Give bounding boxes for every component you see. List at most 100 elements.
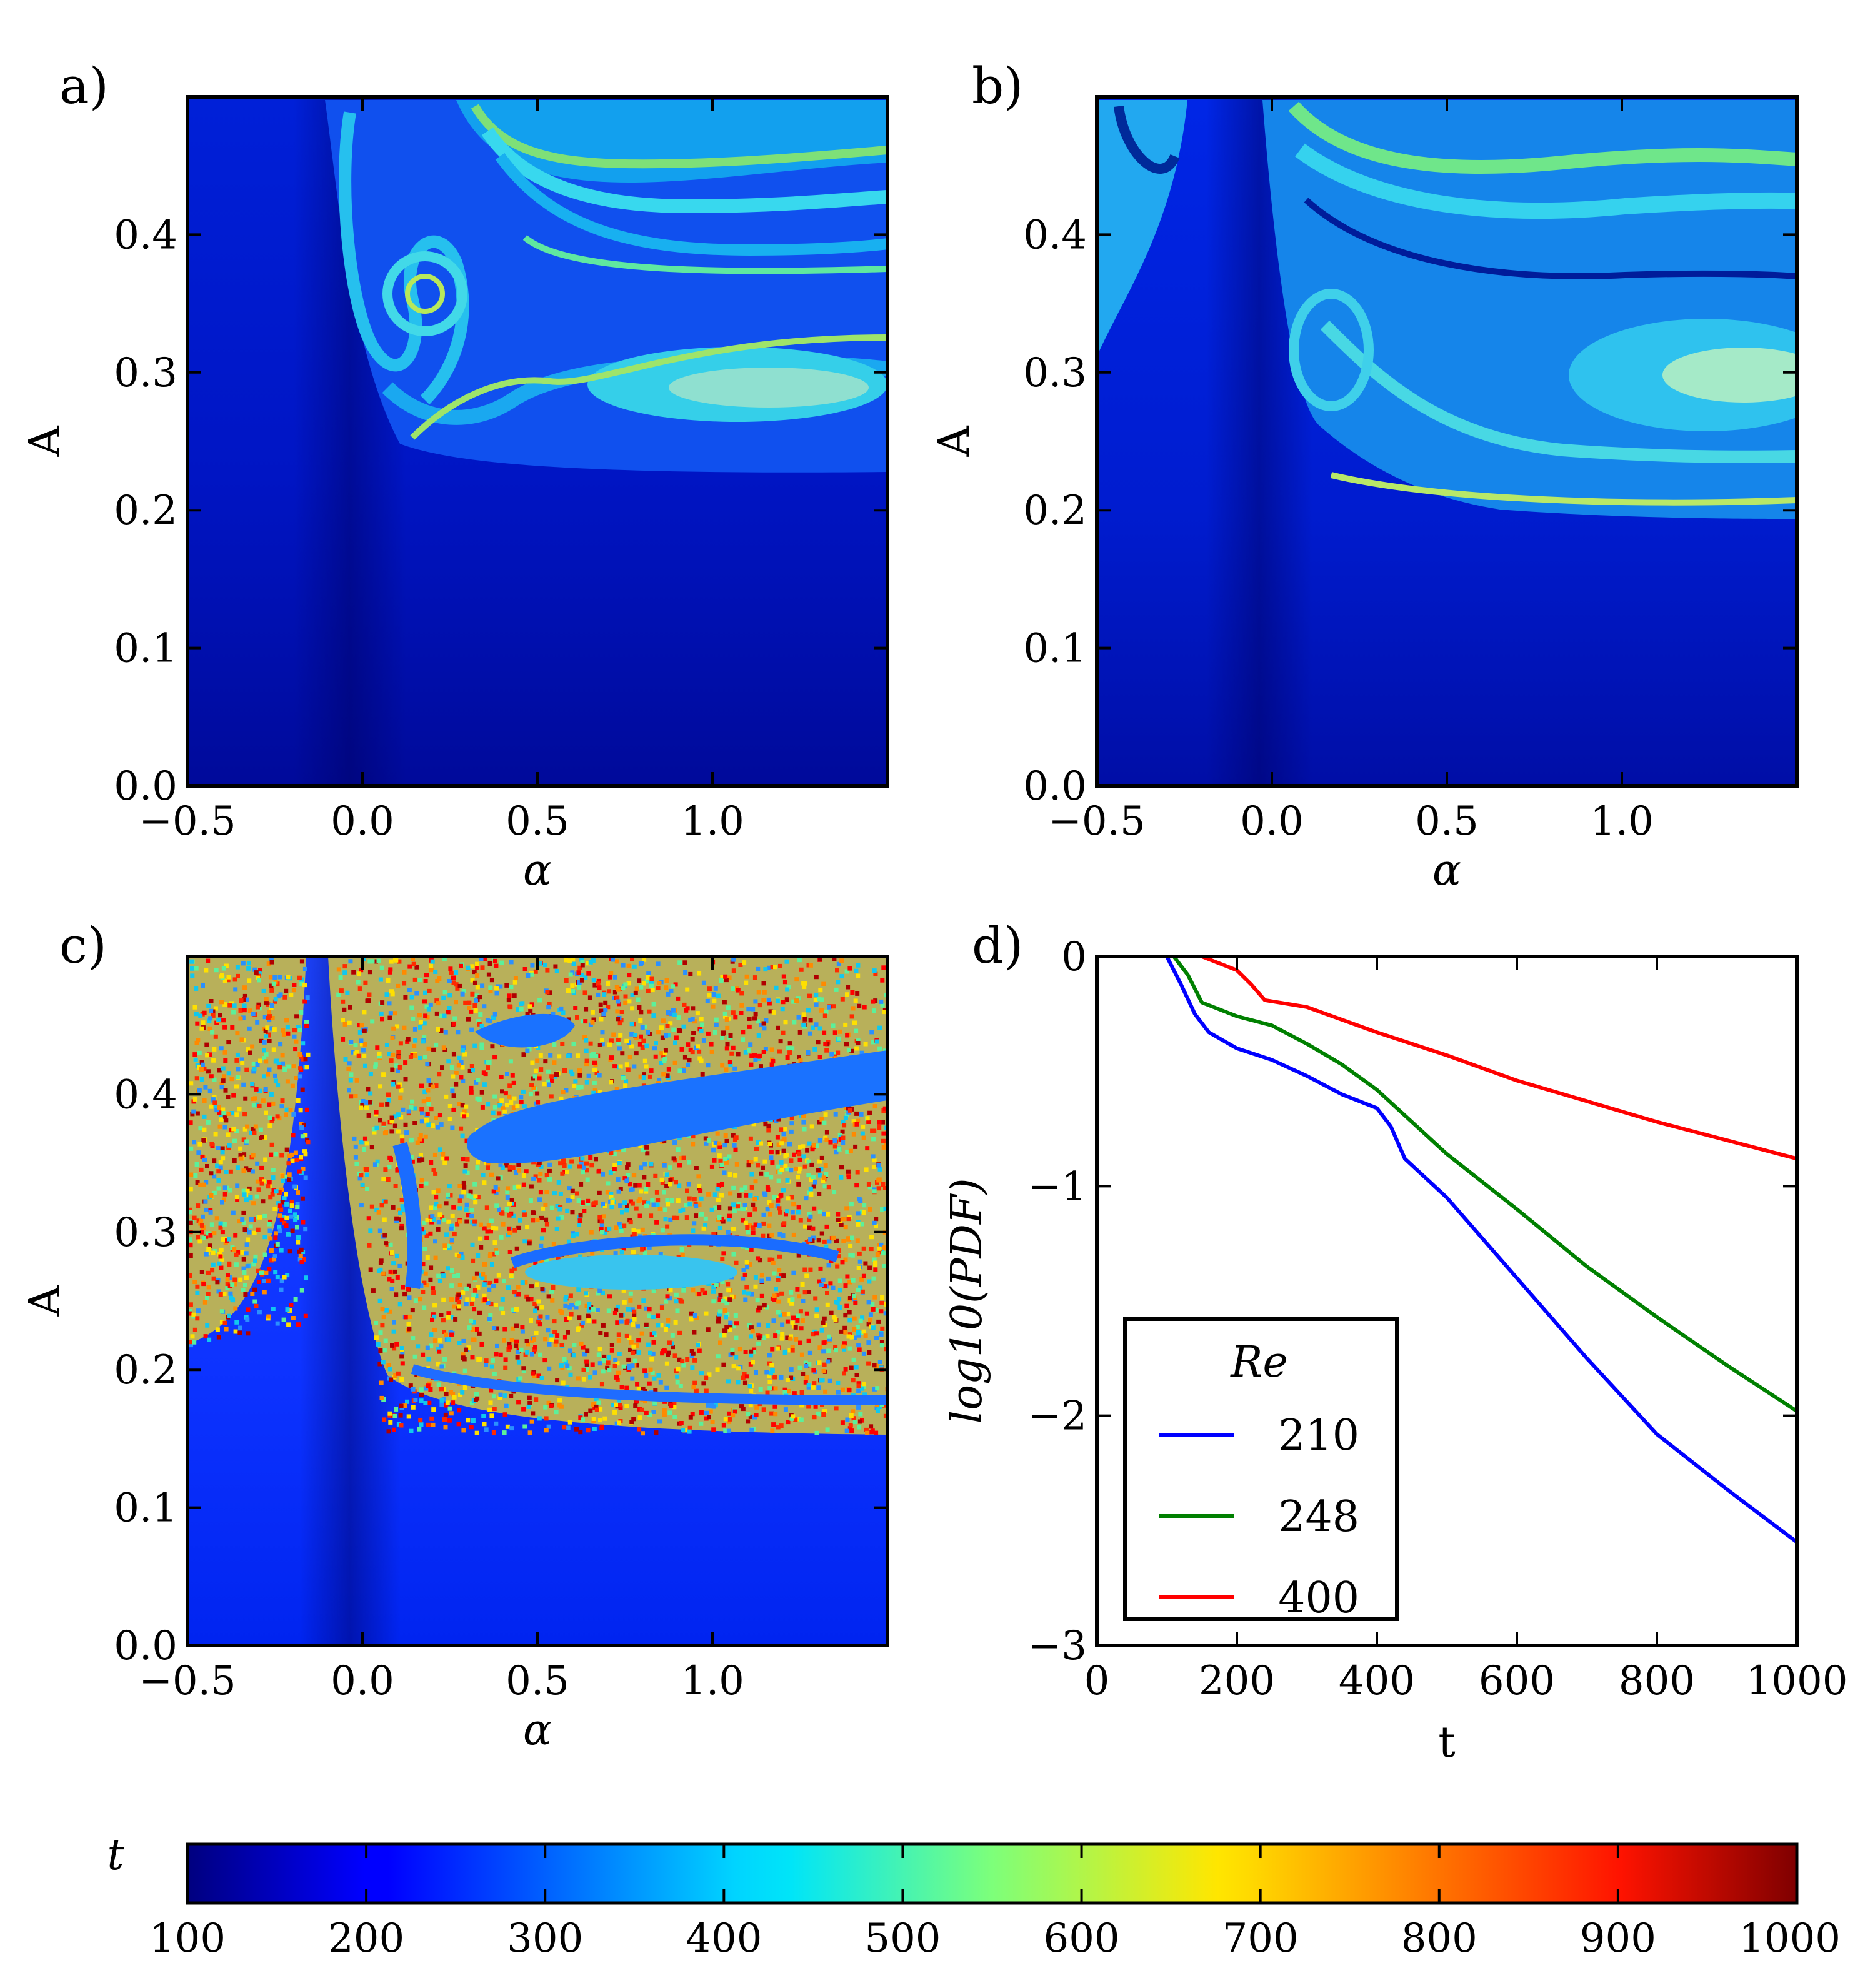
noise-cell <box>245 1124 250 1129</box>
noise-cell <box>381 1360 386 1365</box>
noise-cell <box>253 1254 258 1259</box>
noise-cell <box>204 1234 209 1239</box>
noise-cell <box>671 1008 676 1013</box>
noise-cell <box>775 1346 780 1351</box>
noise-cell <box>267 1010 271 1015</box>
noise-cell <box>752 1197 758 1202</box>
noise-cell <box>446 1243 451 1248</box>
noise-cell <box>449 1411 454 1416</box>
noise-cell <box>241 1288 246 1292</box>
noise-cell <box>234 1262 239 1267</box>
noise-cell <box>732 1208 737 1213</box>
noise-cell <box>306 1140 311 1145</box>
noise-cell <box>460 1103 465 1108</box>
noise-cell <box>552 1330 558 1334</box>
noise-cell <box>759 1278 764 1283</box>
noise-cell <box>859 1277 864 1282</box>
noise-cell <box>733 1313 738 1318</box>
noise-cell <box>398 1210 402 1215</box>
noise-cell <box>452 1232 457 1237</box>
noise-cell <box>216 1289 221 1294</box>
noise-cell <box>843 1283 848 1288</box>
noise-cell <box>195 1021 200 1026</box>
noise-cell <box>606 1005 611 1010</box>
noise-cell <box>681 1024 686 1029</box>
noise-cell <box>292 1184 298 1189</box>
noise-cell <box>786 1046 791 1051</box>
noise-cell <box>742 1203 748 1208</box>
noise-cell <box>697 1183 702 1188</box>
noise-cell <box>197 1065 202 1070</box>
noise-cell <box>575 1191 579 1196</box>
noise-cell <box>222 1050 228 1055</box>
noise-cell <box>756 966 761 971</box>
noise-cell <box>723 974 728 979</box>
noise-cell <box>802 1290 808 1295</box>
noise-cell <box>855 991 860 996</box>
noise-cell <box>723 1428 728 1433</box>
noise-cell <box>471 1320 476 1325</box>
noise-cell <box>454 970 459 975</box>
noise-cell <box>819 997 824 1002</box>
noise-cell <box>428 1277 433 1282</box>
noise-cell <box>767 1233 772 1238</box>
noise-cell <box>202 1010 207 1015</box>
noise-cell <box>828 1140 833 1145</box>
noise-cell <box>349 1094 354 1099</box>
noise-cell <box>449 970 454 975</box>
noise-cell <box>722 1000 727 1005</box>
noise-cell <box>203 1199 208 1204</box>
noise-cell <box>808 963 813 968</box>
heatmap-a-chaotic-region <box>325 100 888 473</box>
noise-cell <box>633 1033 638 1038</box>
noise-cell <box>491 1226 496 1230</box>
noise-cell <box>347 1020 352 1025</box>
noise-cell <box>507 1213 512 1218</box>
noise-cell <box>296 1025 301 1030</box>
noise-cell <box>531 1218 536 1223</box>
noise-cell <box>722 1333 727 1338</box>
noise-cell <box>433 970 438 974</box>
noise-cell <box>609 1192 614 1197</box>
noise-cell <box>448 993 452 998</box>
noise-cell <box>521 1052 526 1057</box>
noise-cell <box>267 1102 272 1107</box>
noise-cell <box>625 1165 630 1170</box>
noise-cell <box>619 1250 624 1255</box>
x-tick-label: 0.5 <box>506 1658 569 1704</box>
noise-cell <box>291 1133 296 1138</box>
noise-cell <box>594 1054 599 1058</box>
noise-cell <box>484 1235 489 1240</box>
noise-cell <box>256 1280 261 1284</box>
noise-cell <box>272 1257 277 1262</box>
noise-cell <box>491 1394 496 1399</box>
noise-cell <box>614 1087 619 1092</box>
noise-cell <box>584 1168 589 1173</box>
noise-cell <box>431 1084 435 1089</box>
noise-cell <box>632 1358 638 1363</box>
noise-cell <box>492 956 497 961</box>
noise-cell <box>299 1288 304 1293</box>
noise-cell <box>692 1197 697 1202</box>
noise-cell <box>388 1011 393 1016</box>
noise-cell <box>599 1382 604 1387</box>
noise-cell <box>481 1414 486 1418</box>
noise-cell <box>403 995 408 1000</box>
noise-cell <box>281 1215 286 1220</box>
noise-cell <box>637 1005 642 1010</box>
noise-cell <box>279 1287 284 1292</box>
noise-cell <box>578 1068 582 1073</box>
noise-cell <box>455 986 460 991</box>
noise-cell <box>288 1153 292 1158</box>
noise-cell <box>219 1257 224 1262</box>
noise-cell <box>856 1383 861 1388</box>
noise-cell <box>668 1410 672 1415</box>
noise-cell <box>724 1017 729 1022</box>
x-tick-label: 200 <box>1199 1658 1275 1704</box>
colorbar-tick-label: 400 <box>686 1915 762 1962</box>
noise-cell <box>779 1127 784 1132</box>
noise-cell <box>428 1002 433 1007</box>
noise-cell <box>838 1137 843 1142</box>
noise-cell <box>419 1184 424 1188</box>
noise-cell <box>757 1223 762 1228</box>
